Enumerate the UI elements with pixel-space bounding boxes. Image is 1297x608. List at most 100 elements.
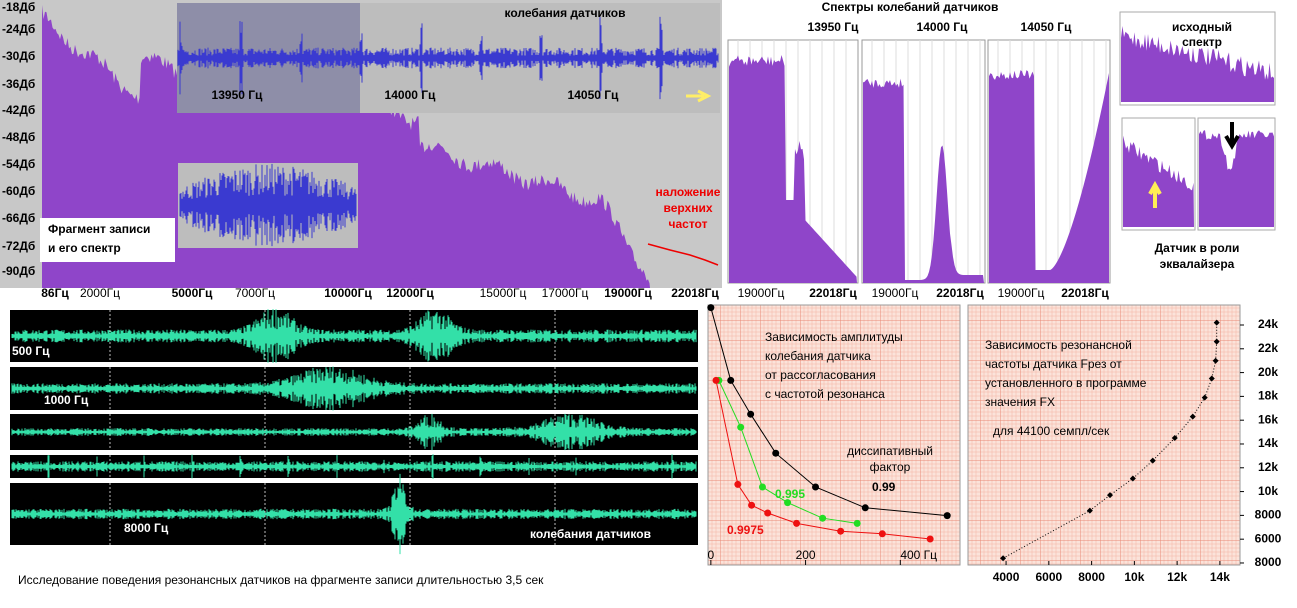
yellow-arrow — [686, 89, 712, 103]
inset-label: 13950 Гц — [212, 88, 264, 102]
y-label: -60Дб — [2, 184, 35, 198]
label: эквалайзера — [1160, 257, 1235, 271]
label: значения FX — [985, 395, 1055, 409]
y-tick-label: 8000 — [1255, 555, 1282, 569]
label: установленного в программе — [985, 376, 1147, 390]
label: 13950 Гц — [808, 20, 860, 34]
label: 14000 Гц — [917, 20, 969, 34]
label: исходный — [1172, 20, 1232, 34]
fragment-wave — [179, 163, 357, 247]
point — [943, 512, 951, 520]
waveform — [11, 366, 697, 411]
x-tick-label: 4000 — [993, 570, 1020, 584]
y-tick-label: 24k — [1258, 317, 1278, 331]
label: от рассогласования — [765, 368, 876, 382]
y-label: -72Дб — [2, 239, 35, 253]
series-line — [718, 380, 858, 524]
x-label: 22018Гц — [809, 286, 857, 300]
point — [1000, 555, 1007, 562]
spectrum-area — [1123, 135, 1194, 227]
x-label: 19000Гц — [738, 286, 785, 300]
y-label: -18Дб — [2, 0, 35, 14]
label: 8000 Гц — [124, 521, 169, 535]
x-tick-label: 400 Гц — [900, 548, 937, 562]
caption: Исследование поведения резонансных датчи… — [18, 573, 544, 587]
point — [784, 499, 792, 507]
resonance-plot-bg — [967, 304, 1241, 566]
label: Спектры колебаний датчиков — [822, 0, 999, 14]
label: диссипативный — [847, 444, 933, 458]
point — [1213, 319, 1220, 326]
y-tick-label: 16k — [1258, 412, 1278, 426]
point — [758, 483, 766, 491]
point — [764, 509, 772, 517]
x-tick-label: 0 — [707, 548, 714, 562]
y-label: -48Дб — [2, 130, 35, 144]
x-label: 17000Гц — [542, 286, 589, 300]
y-tick-label: 8000 — [1255, 508, 1282, 522]
x-label: 19000Гц — [998, 286, 1045, 300]
point — [772, 449, 780, 457]
y-label: -66Дб — [2, 211, 35, 225]
x-label: 15000Гц — [480, 286, 527, 300]
point — [793, 519, 801, 527]
legend-entry: 0.995 — [775, 487, 805, 501]
point — [878, 530, 886, 538]
label: Зависимость резонансной — [985, 338, 1132, 352]
spectrum-area — [729, 55, 857, 283]
note: наложение — [656, 185, 721, 199]
label: для 44100 семпл/сек — [993, 424, 1110, 438]
point — [861, 504, 869, 512]
point — [727, 376, 735, 384]
y-tick-label: 14k — [1258, 436, 1278, 450]
x-label: 22018Гц — [671, 286, 719, 300]
waveform — [11, 473, 697, 555]
x-label: 22018Гц — [936, 286, 984, 300]
aliasing-line — [647, 243, 719, 266]
y-label: -36Дб — [2, 77, 35, 91]
x-label: 19000Гц — [604, 286, 652, 300]
inset-label: 14000 Гц — [385, 88, 437, 102]
spectrum-area — [989, 70, 1109, 283]
label: фактор — [870, 460, 911, 474]
legend-entry: 0.99 — [872, 480, 896, 494]
y-tick-label: 10k — [1258, 484, 1278, 498]
x-label: 10000Гц — [324, 286, 372, 300]
point — [748, 501, 756, 509]
x-tick-label: 8000 — [1078, 570, 1105, 584]
point — [1212, 357, 1219, 364]
inset-label: 14050 Гц — [568, 88, 620, 102]
point — [707, 304, 715, 312]
point — [734, 480, 742, 488]
sensor-wave — [177, 16, 719, 100]
y-tick-label: 6000 — [1255, 531, 1282, 545]
x-tick-label: 14k — [1210, 570, 1230, 584]
x-tick-label: 200 — [796, 548, 816, 562]
point — [837, 527, 845, 535]
yellow-arrow — [1148, 180, 1162, 208]
label: Фрагмент записи — [48, 222, 150, 236]
note: верхних — [663, 201, 712, 215]
y-label: -30Дб — [2, 49, 35, 63]
x-label: 22018Гц — [1061, 286, 1109, 300]
y-tick-label: 20k — [1258, 365, 1278, 379]
waveform — [11, 309, 697, 363]
y-tick-label: 18k — [1258, 389, 1278, 403]
label: 14050 Гц — [1021, 20, 1073, 34]
y-tick-label: 22k — [1258, 341, 1278, 355]
x-tick-label: 12k — [1167, 570, 1187, 584]
legend-entry: 0.9975 — [727, 523, 764, 537]
x-label: 12000Гц — [386, 286, 434, 300]
label: 500 Гц — [12, 344, 50, 358]
label: Зависимость амплитуды — [765, 330, 903, 344]
y-label: -54Дб — [2, 157, 35, 171]
y-label: -24Дб — [2, 22, 35, 36]
x-label: 2000Гц — [80, 286, 120, 300]
label: с частотой резонанса — [765, 387, 885, 401]
point — [812, 483, 820, 491]
label: спектр — [1182, 35, 1222, 49]
label: частоты датчика Fрез от — [985, 357, 1122, 371]
y-tick-label: 12k — [1258, 460, 1278, 474]
inset-title: колебания датчиков — [505, 6, 626, 20]
